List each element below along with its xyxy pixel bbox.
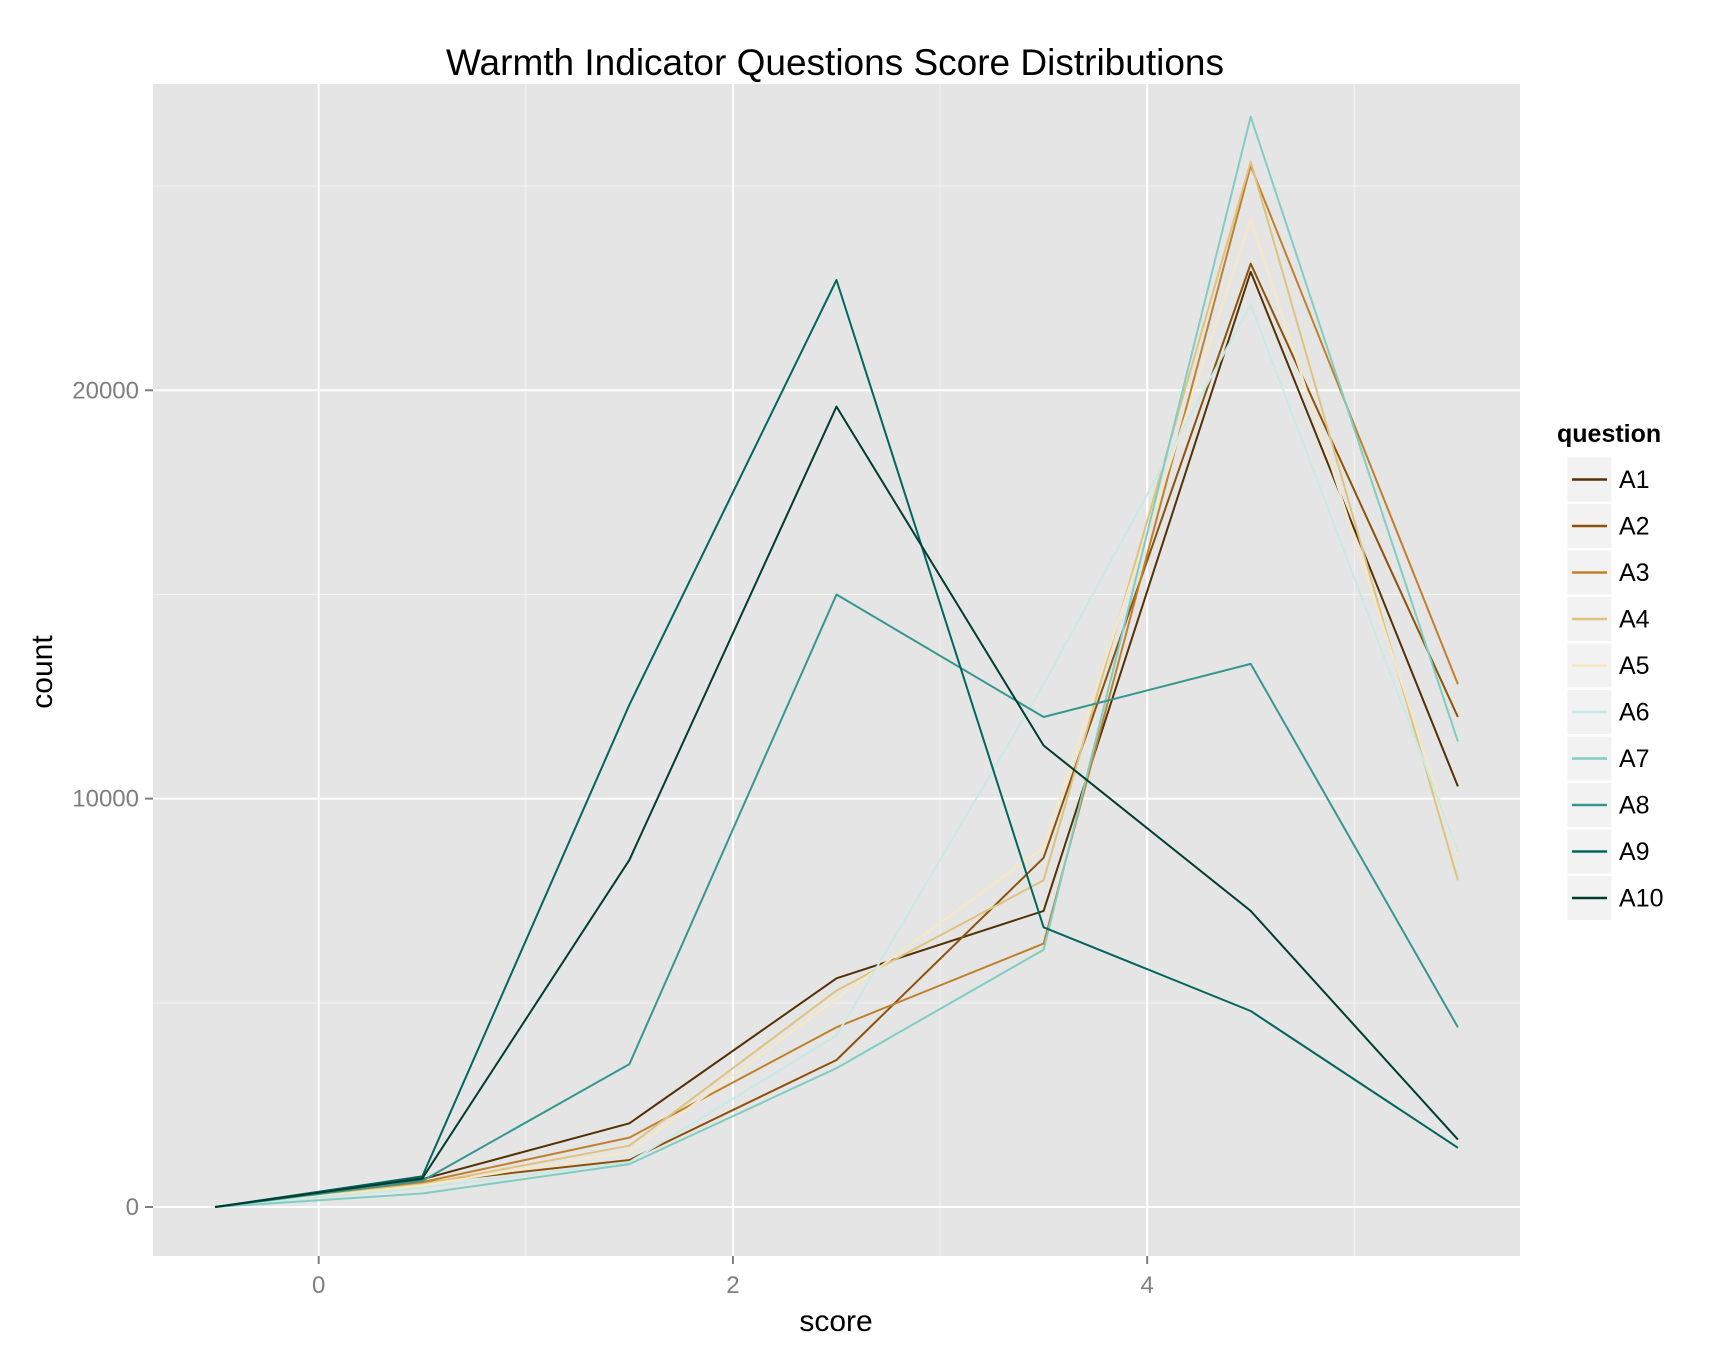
legend-label: A2 <box>1619 513 1650 541</box>
legend-label: A6 <box>1619 699 1650 727</box>
y-axis-label: count <box>26 635 59 709</box>
series-line-a5 <box>214 217 1459 1208</box>
legend-label: A4 <box>1619 606 1650 634</box>
legend-items: A1 A2 A3 A4 A5 A6 A7 A8 A9 A10 <box>1566 456 1663 921</box>
legend-label: A7 <box>1619 745 1650 773</box>
series-lines <box>214 115 1459 1208</box>
x-tick-label: 4 <box>1141 1272 1154 1299</box>
y-tick-label: 10000 <box>72 786 139 813</box>
series-line-a8 <box>214 593 1459 1208</box>
legend-title: question <box>1557 420 1661 448</box>
series-line-a6 <box>215 303 1459 1208</box>
legend-label: A3 <box>1619 559 1650 587</box>
y-tick-label: 20000 <box>72 377 139 404</box>
legend-label: A8 <box>1619 792 1650 820</box>
series-line-a7 <box>215 115 1459 1208</box>
legend-label: A10 <box>1619 885 1663 913</box>
major-gridlines <box>153 84 1520 1256</box>
plot-panel <box>153 84 1520 1256</box>
series-line-a9 <box>214 279 1459 1208</box>
chart-title: Warmth Indicator Questions Score Distrib… <box>446 42 1224 83</box>
x-axis-label: score <box>799 1305 872 1338</box>
legend: question A1 A2 A3 A4 A5 A6 A7 A8 A9 A10 <box>1557 420 1663 921</box>
x-tick-label: 0 <box>312 1272 325 1299</box>
legend-label: A5 <box>1619 652 1650 680</box>
series-line-a4 <box>214 160 1459 1208</box>
y-axis: 0 10000 20000 <box>72 377 153 1221</box>
legend-label: A1 <box>1619 466 1650 494</box>
y-tick-label: 0 <box>126 1194 139 1221</box>
x-axis: 0 2 4 <box>312 1256 1154 1299</box>
legend-label: A9 <box>1619 838 1650 866</box>
series-line-a3 <box>214 164 1459 1208</box>
series-line-a10 <box>214 405 1459 1208</box>
x-tick-label: 2 <box>726 1272 739 1299</box>
